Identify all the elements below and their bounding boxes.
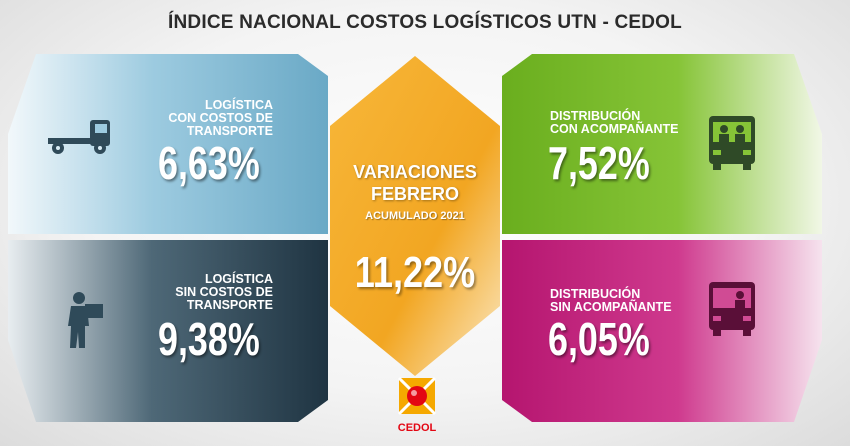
panel-background <box>8 54 328 234</box>
center-subtitle: ACUMULADO 2021 <box>365 210 465 222</box>
cedol-logo: CEDOL <box>389 376 445 440</box>
panel-background <box>502 54 822 234</box>
panel-label-line3: TRANSPORTE <box>186 124 273 138</box>
panel-distribucion-con-acompanante: DISTRIBUCIÓN CON ACOMPAÑANTE 7,52% <box>502 54 822 234</box>
panel-label-line1: LOGÍSTICA <box>204 98 273 112</box>
panel-label-line2: SIN ACOMPAÑANTE <box>550 300 672 314</box>
panel-background <box>330 56 500 376</box>
panel-label-line1: LOGÍSTICA <box>204 272 273 286</box>
panel-label-line2: CON COSTOS DE <box>168 111 273 125</box>
panel-label-line1: DISTRIBUCIÓN <box>550 109 641 123</box>
panel-label: LOGÍSTICA CON COSTOS DE TRANSPORTE <box>163 99 273 138</box>
panel-label: LOGÍSTICA SIN COSTOS DE TRANSPORTE <box>163 273 273 312</box>
panel-value: 9,38% <box>158 313 260 365</box>
panel-value: 7,52% <box>548 137 650 189</box>
panel-label-line2: CON ACOMPAÑANTE <box>550 122 679 136</box>
panel-distribucion-sin-acompanante: DISTRIBUCIÓN SIN ACOMPAÑANTE 6,05% <box>502 240 822 422</box>
center-title-line1: VARIACIONES <box>353 162 477 182</box>
panel-background <box>8 240 328 422</box>
van-one-person-icon <box>709 282 755 336</box>
panel-label-line1: DISTRIBUCIÓN <box>550 287 641 301</box>
panel-value: 6,05% <box>548 313 650 365</box>
panel-logistica-sin-costos: LOGÍSTICA SIN COSTOS DE TRANSPORTE 9,38% <box>8 240 328 422</box>
panel-label: DISTRIBUCIÓN CON ACOMPAÑANTE <box>550 110 710 136</box>
truck-icon <box>48 120 110 154</box>
page-title: ÍNDICE NACIONAL COSTOS LOGÍSTICOS UTN - … <box>168 12 682 33</box>
worker-carrying-box-icon <box>68 292 103 348</box>
panel-label-line3: TRANSPORTE <box>186 298 273 312</box>
panel-variaciones-febrero: VARIACIONES FEBRERO ACUMULADO 2021 11,22… <box>330 56 500 376</box>
panel-label: DISTRIBUCIÓN SIN ACOMPAÑANTE <box>550 288 710 314</box>
panel-value: 6,63% <box>158 137 260 189</box>
van-two-persons-icon <box>709 116 755 170</box>
center-title-line2: FEBRERO <box>370 184 459 204</box>
panel-logistica-con-costos: LOGÍSTICA CON COSTOS DE TRANSPORTE 6,63% <box>8 54 328 234</box>
center-value: 11,22% <box>354 248 476 297</box>
cedol-logo-mark <box>397 376 437 416</box>
cedol-logo-text: CEDOL <box>397 422 437 434</box>
panel-label-line2: SIN COSTOS DE <box>175 285 273 299</box>
